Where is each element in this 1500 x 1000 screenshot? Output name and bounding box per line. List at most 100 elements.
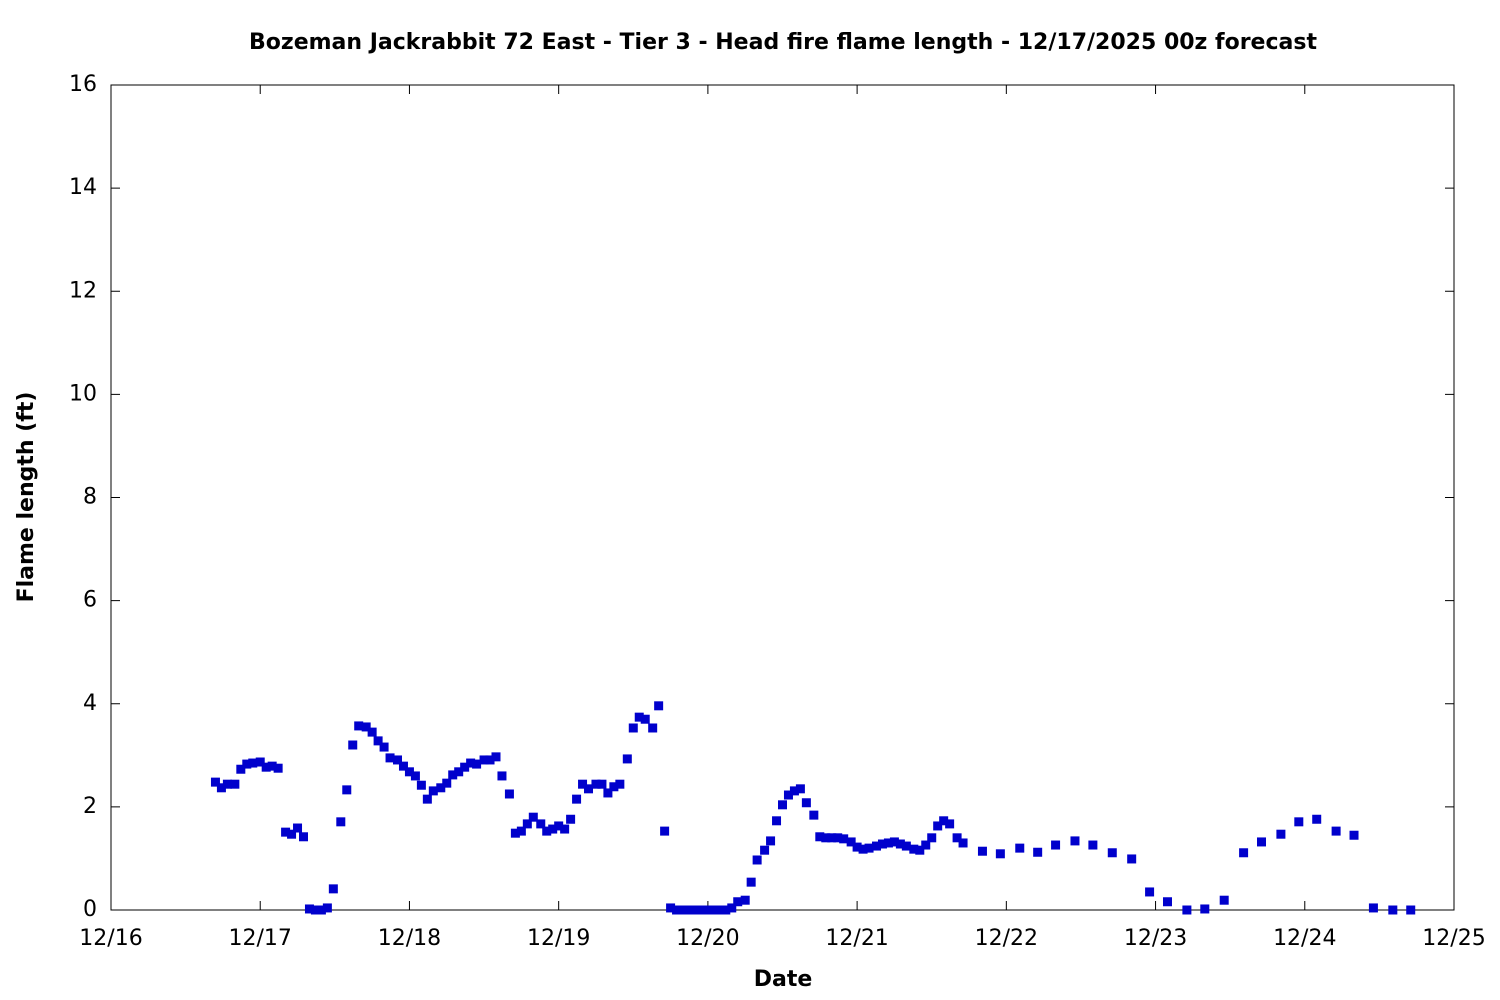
point: [560, 824, 570, 834]
point: [901, 841, 911, 851]
point: [504, 789, 514, 799]
point: [933, 821, 943, 831]
point: [821, 833, 831, 843]
x-tick-label: 12/24: [1273, 926, 1336, 951]
point: [267, 761, 277, 771]
point: [304, 904, 314, 914]
plot-frame: [110, 84, 1455, 911]
y-tick-label: 12: [69, 278, 97, 303]
point: [740, 895, 750, 905]
point: [727, 903, 737, 913]
point: [995, 849, 1005, 859]
point: [1051, 840, 1061, 850]
point: [248, 758, 258, 768]
point: [316, 905, 326, 915]
point: [542, 826, 552, 836]
point: [864, 843, 874, 853]
point: [833, 833, 843, 843]
point: [766, 836, 776, 846]
point: [336, 817, 346, 827]
chart-title: Bozeman Jackrabbit 72 East - Tier 3 - He…: [249, 30, 1317, 55]
point: [416, 780, 426, 790]
point: [1182, 905, 1192, 915]
point: [367, 727, 377, 737]
point: [1088, 840, 1098, 850]
point: [1368, 903, 1378, 913]
point: [522, 819, 532, 829]
point: [310, 905, 320, 915]
point: [654, 701, 664, 711]
point: [442, 778, 452, 788]
point: [889, 837, 899, 847]
point: [373, 736, 383, 746]
point: [281, 827, 291, 837]
point: [977, 846, 987, 856]
point: [1015, 843, 1025, 853]
point: [222, 779, 232, 789]
point: [1276, 829, 1286, 839]
point: [721, 905, 731, 915]
point: [640, 714, 650, 724]
point: [715, 905, 725, 915]
point: [877, 839, 887, 849]
point: [393, 755, 403, 765]
point: [322, 903, 332, 913]
point: [230, 779, 240, 789]
point: [242, 759, 252, 769]
point: [510, 828, 520, 838]
point: [952, 833, 962, 843]
point: [597, 779, 607, 789]
y-tick-label: 0: [83, 897, 97, 922]
y-tick-label: 14: [69, 175, 97, 200]
point: [752, 855, 762, 865]
point: [554, 821, 564, 831]
point: [342, 785, 352, 795]
point: [872, 841, 882, 851]
point: [666, 903, 676, 913]
point: [361, 722, 371, 732]
x-tick-label: 12/17: [229, 926, 292, 951]
point: [448, 770, 458, 780]
point: [454, 767, 464, 777]
point: [660, 826, 670, 836]
point: [348, 740, 358, 750]
point: [536, 819, 546, 829]
point: [472, 759, 482, 769]
point: [628, 723, 638, 733]
point: [839, 834, 849, 844]
point: [1388, 905, 1398, 915]
point: [1162, 897, 1172, 907]
point: [436, 783, 446, 793]
point: [709, 905, 719, 915]
point: [827, 833, 837, 843]
x-tick-label: 12/25: [1422, 926, 1485, 951]
y-tick-label: 2: [83, 794, 97, 819]
point: [216, 783, 226, 793]
point: [1127, 854, 1137, 864]
point: [404, 767, 414, 777]
point: [1145, 887, 1155, 897]
x-tick-label: 12/23: [1124, 926, 1187, 951]
point: [697, 905, 707, 915]
point: [815, 832, 825, 842]
point: [1294, 817, 1304, 827]
x-tick-label: 12/22: [975, 926, 1038, 951]
y-tick-label: 8: [83, 485, 97, 510]
point: [516, 826, 526, 836]
y-tick-label: 4: [83, 691, 97, 716]
point: [809, 810, 819, 820]
x-tick-label: 12/16: [79, 926, 142, 951]
point: [460, 762, 470, 772]
point: [354, 721, 364, 731]
point: [379, 742, 389, 752]
point: [1406, 905, 1416, 915]
point: [298, 832, 308, 842]
point: [603, 788, 613, 798]
point: [479, 755, 489, 765]
point: [945, 819, 955, 829]
point: [789, 786, 799, 796]
point: [466, 758, 476, 768]
point: [772, 816, 782, 826]
point: [287, 829, 297, 839]
